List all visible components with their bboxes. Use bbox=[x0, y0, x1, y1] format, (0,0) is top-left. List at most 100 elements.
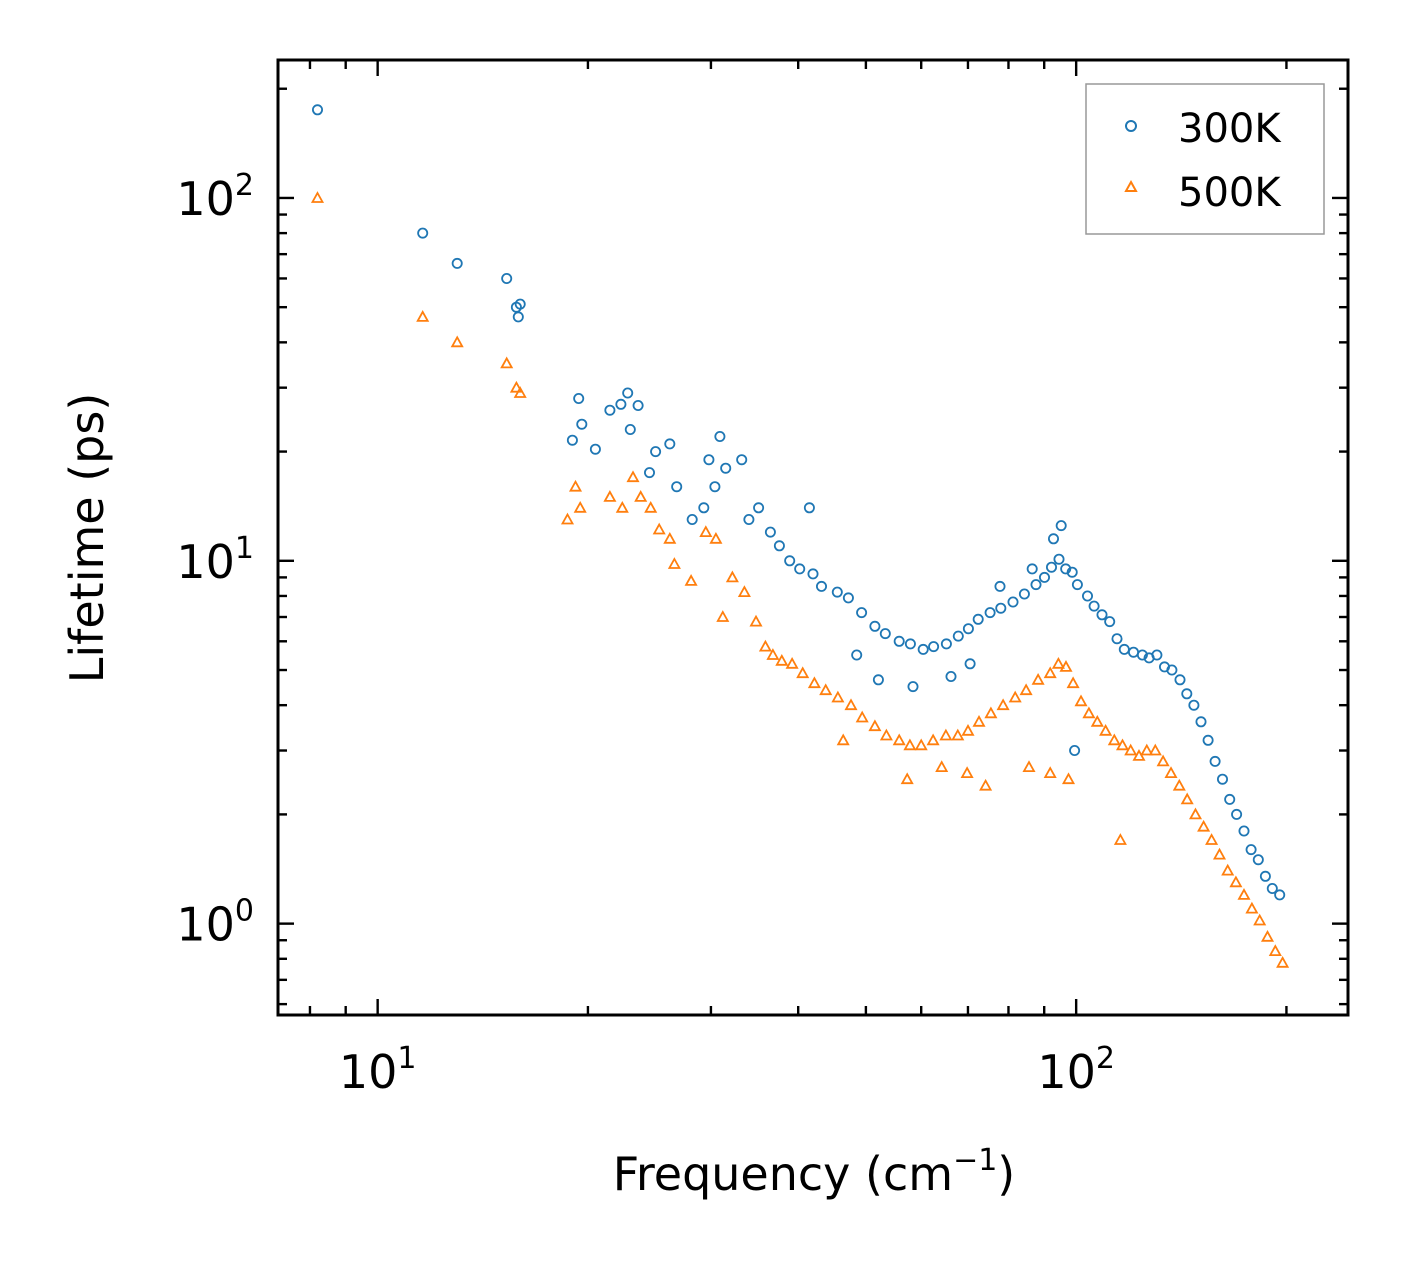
data-point bbox=[1224, 793, 1236, 805]
data-point bbox=[501, 272, 513, 284]
data-point bbox=[1237, 888, 1251, 900]
data-point bbox=[1039, 571, 1051, 583]
data-point bbox=[1274, 889, 1286, 901]
data-point bbox=[634, 490, 648, 502]
data-point bbox=[671, 481, 683, 493]
data-point bbox=[1245, 844, 1257, 856]
data-point bbox=[1118, 643, 1130, 655]
series-300k bbox=[311, 104, 1286, 901]
data-point bbox=[1099, 723, 1113, 736]
data-point bbox=[1104, 616, 1116, 628]
data-point bbox=[1090, 714, 1104, 727]
data-point bbox=[766, 648, 780, 660]
data-point bbox=[914, 738, 928, 751]
data-point bbox=[513, 386, 527, 398]
data-point bbox=[709, 531, 723, 544]
data-point bbox=[1059, 660, 1073, 672]
data-point bbox=[644, 500, 658, 513]
data-point bbox=[566, 434, 578, 446]
data-point bbox=[893, 635, 905, 647]
data-point bbox=[664, 438, 676, 450]
data-point bbox=[1148, 743, 1162, 756]
data-point bbox=[917, 643, 929, 655]
data-point bbox=[451, 257, 463, 269]
data-point bbox=[961, 723, 975, 736]
data-point bbox=[851, 649, 863, 661]
data-point bbox=[960, 766, 974, 778]
data-point bbox=[1066, 676, 1080, 689]
data-point bbox=[1115, 738, 1130, 751]
data-point bbox=[1205, 833, 1219, 845]
data-point bbox=[663, 531, 677, 544]
data-point bbox=[1188, 807, 1203, 820]
series-500k bbox=[310, 191, 1290, 968]
data-point bbox=[1276, 955, 1290, 968]
data-point bbox=[714, 430, 726, 442]
data-point bbox=[1082, 590, 1094, 602]
data-point bbox=[907, 681, 919, 693]
data-point bbox=[900, 772, 914, 785]
data-point bbox=[1019, 683, 1033, 696]
legend-label-500k: 500K bbox=[1178, 170, 1282, 216]
data-point bbox=[576, 418, 588, 430]
data-point bbox=[1048, 533, 1060, 545]
data-point bbox=[589, 443, 601, 455]
data-point bbox=[1008, 690, 1022, 703]
data-point bbox=[416, 310, 430, 322]
data-point bbox=[509, 380, 523, 393]
data-point bbox=[972, 613, 984, 625]
data-point bbox=[869, 620, 881, 632]
data-point bbox=[1113, 833, 1127, 845]
data-point bbox=[698, 502, 710, 514]
data-point bbox=[1259, 870, 1271, 882]
x-axis-label-main: Frequency (cm bbox=[613, 1147, 953, 1201]
data-point bbox=[417, 227, 429, 239]
data-point bbox=[615, 500, 629, 513]
data-point bbox=[1088, 600, 1100, 612]
data-point bbox=[1055, 520, 1067, 532]
data-point bbox=[979, 778, 993, 791]
data-point bbox=[753, 502, 765, 514]
data-point bbox=[1071, 579, 1083, 591]
data-point bbox=[807, 676, 821, 689]
data-point bbox=[632, 399, 644, 411]
data-point bbox=[879, 628, 891, 640]
data-point bbox=[856, 607, 868, 619]
data-point bbox=[514, 298, 526, 310]
data-point bbox=[1221, 863, 1235, 876]
data-point bbox=[622, 387, 634, 399]
data-point bbox=[945, 671, 957, 683]
data-point bbox=[952, 630, 964, 642]
data-point bbox=[935, 760, 949, 772]
data-point bbox=[794, 563, 806, 575]
data-point bbox=[994, 580, 1006, 592]
data-point bbox=[831, 586, 843, 598]
data-point bbox=[962, 623, 974, 635]
x-tick-label: 101 bbox=[339, 1041, 417, 1099]
legend-box bbox=[1085, 83, 1325, 235]
data-point bbox=[1046, 561, 1058, 573]
data-point bbox=[784, 555, 796, 567]
data-point bbox=[785, 656, 799, 669]
legend-marker-500k bbox=[1124, 179, 1138, 192]
data-point bbox=[1253, 913, 1267, 926]
data-point bbox=[500, 356, 514, 369]
x-axis-label: Frequency (cm−1) bbox=[613, 1143, 1016, 1201]
data-point bbox=[1030, 579, 1042, 591]
data-point bbox=[684, 574, 698, 586]
data-point bbox=[775, 653, 789, 666]
y-tick-label: 102 bbox=[176, 168, 254, 226]
data-point bbox=[615, 398, 627, 410]
data-point bbox=[1031, 672, 1045, 685]
data-point bbox=[816, 580, 828, 592]
data-point bbox=[1111, 633, 1123, 645]
data-point bbox=[1151, 649, 1163, 661]
data-point bbox=[310, 191, 325, 203]
data-point bbox=[1053, 553, 1065, 565]
y-axis-label: Lifetime (ps) bbox=[60, 393, 114, 684]
data-point bbox=[892, 733, 906, 746]
data-point bbox=[1260, 929, 1275, 942]
data-point bbox=[904, 638, 916, 650]
data-point bbox=[1124, 743, 1138, 756]
